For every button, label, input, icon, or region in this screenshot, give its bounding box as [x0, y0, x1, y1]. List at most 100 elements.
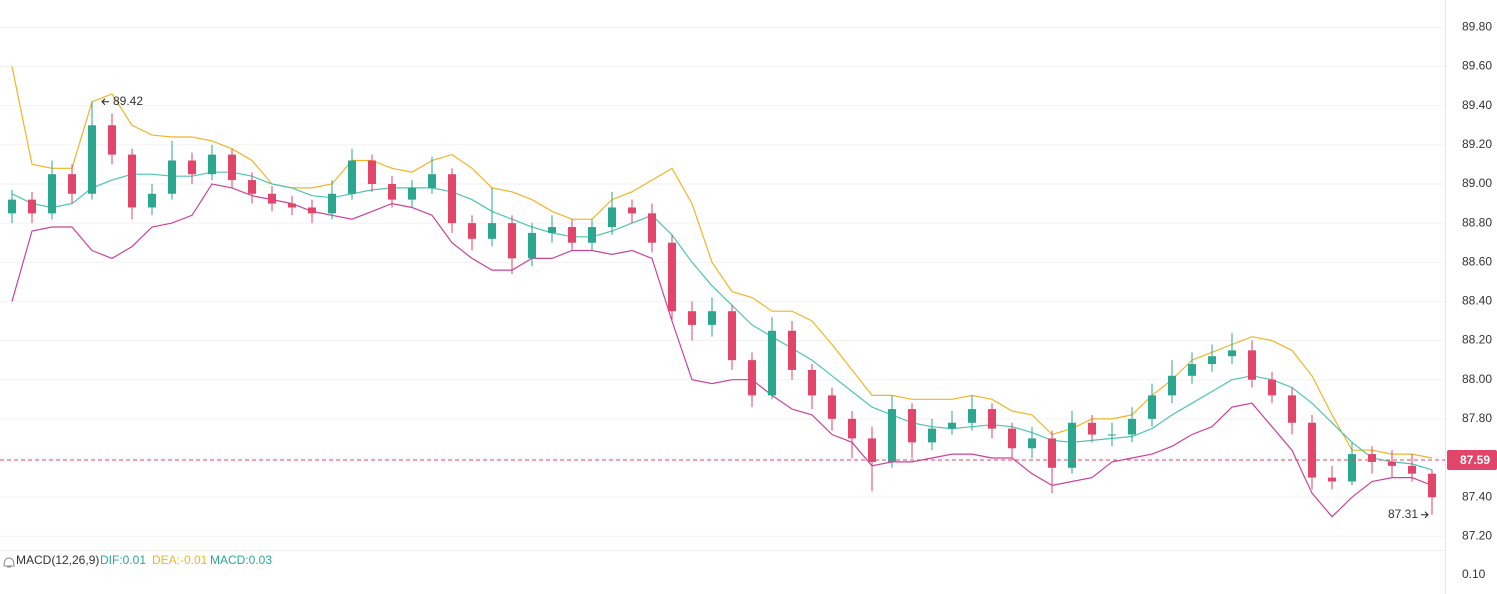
candle-body — [1128, 418, 1136, 435]
candle-body — [1428, 473, 1436, 498]
candle-body — [688, 311, 696, 325]
y-tick-label: 88.00 — [1462, 372, 1492, 386]
candle-body — [1268, 379, 1276, 396]
candle-body — [1108, 434, 1116, 436]
candle-body — [88, 125, 96, 194]
candle-body — [1188, 364, 1196, 376]
y-tick-label: 88.60 — [1462, 254, 1492, 268]
candle-body — [1088, 422, 1096, 435]
candle-body — [1408, 465, 1416, 474]
candle-body — [128, 154, 136, 208]
candle-body — [908, 409, 916, 443]
y-tick-label: 87.80 — [1462, 411, 1492, 425]
candle-body — [388, 183, 396, 200]
macd-dif: DIF:0.01 — [100, 553, 146, 567]
y-tick-label: 88.80 — [1462, 215, 1492, 229]
candle-body — [1368, 454, 1376, 462]
candle-body — [1008, 428, 1016, 449]
candle-body — [348, 160, 356, 194]
grid — [0, 26, 1445, 537]
candle-body — [708, 311, 716, 325]
candle-body — [748, 360, 756, 396]
macd-legend: MACD(12,26,9) DIF:0.01 DEA:-0.01 MACD:0.… — [3, 553, 272, 568]
candle-body — [328, 193, 336, 214]
candle-body — [868, 438, 876, 462]
candle-body — [508, 223, 516, 259]
candle-body — [428, 174, 436, 188]
candle-body — [308, 207, 316, 214]
candle-body — [808, 369, 816, 396]
candle-body — [448, 174, 456, 224]
candle-body — [48, 174, 56, 214]
candle-body — [648, 213, 656, 243]
y-tick-label: 89.00 — [1462, 176, 1492, 190]
y-tick-label: 89.60 — [1462, 59, 1492, 73]
bollinger-band — [11, 171, 1433, 471]
candle-body — [208, 154, 216, 175]
candle-body — [1308, 422, 1316, 478]
candle-body — [568, 227, 576, 243]
candle-body — [248, 180, 256, 194]
candle-body — [288, 203, 296, 208]
candle-body — [468, 223, 476, 239]
candle-body — [268, 193, 276, 204]
candle-body — [168, 160, 176, 194]
candle-body — [368, 160, 376, 184]
y-tick-label: 88.40 — [1462, 294, 1492, 308]
last-price-box — [1447, 449, 1497, 470]
macd-tick-label: 0.10 — [1462, 567, 1486, 581]
candle-body — [928, 428, 936, 443]
candle-body — [68, 174, 76, 194]
candle-body — [828, 395, 836, 419]
bollinger-band — [11, 183, 1433, 518]
candle-body — [408, 187, 416, 200]
candle-body — [1328, 477, 1336, 482]
candle-body — [108, 125, 116, 155]
candle-body — [1288, 395, 1296, 423]
candle-body — [1048, 438, 1056, 468]
candle-body — [888, 409, 896, 462]
macd-value: MACD:0.03 — [210, 553, 272, 567]
candle-body — [968, 409, 976, 423]
y-tick-label: 87.20 — [1462, 528, 1492, 542]
y-tick-label: 88.20 — [1462, 333, 1492, 347]
min-arrow — [1421, 511, 1429, 519]
candle-body — [28, 199, 36, 214]
max-arrow — [101, 98, 109, 106]
candle-body — [588, 227, 596, 243]
last-price-label: 87.59 — [1460, 453, 1490, 467]
candle-body — [488, 223, 496, 239]
candle-body — [728, 311, 736, 361]
candle-body — [188, 160, 196, 175]
y-tick-label: 87.40 — [1462, 489, 1492, 503]
candle-body — [1248, 350, 1256, 380]
candle-body — [948, 422, 956, 429]
candle-body — [228, 154, 236, 181]
min-label: 87.31 — [1388, 507, 1418, 521]
candle-body — [1228, 350, 1236, 357]
candle-body — [1028, 438, 1036, 449]
candle-body — [788, 330, 796, 370]
bell-icon — [3, 557, 15, 568]
candle-body — [848, 418, 856, 439]
candles — [8, 101, 1436, 515]
candle-body — [1148, 395, 1156, 419]
candle-body — [668, 242, 676, 312]
candle-body — [768, 330, 776, 396]
candle-body — [1388, 461, 1396, 466]
y-tick-label: 89.80 — [1462, 20, 1492, 34]
candle-body — [1168, 375, 1176, 396]
macd-name: MACD(12,26,9) — [16, 553, 99, 567]
candle-body — [548, 227, 556, 233]
y-tick-label: 89.40 — [1462, 98, 1492, 112]
candle-body — [1068, 422, 1076, 468]
candle-body — [8, 199, 16, 214]
macd-dea: DEA:-0.01 — [152, 553, 208, 567]
candle-body — [1208, 356, 1216, 365]
bollinger-band — [11, 66, 1433, 459]
candle-body — [988, 409, 996, 429]
candle-body — [1348, 454, 1356, 482]
candle-body — [148, 193, 156, 208]
